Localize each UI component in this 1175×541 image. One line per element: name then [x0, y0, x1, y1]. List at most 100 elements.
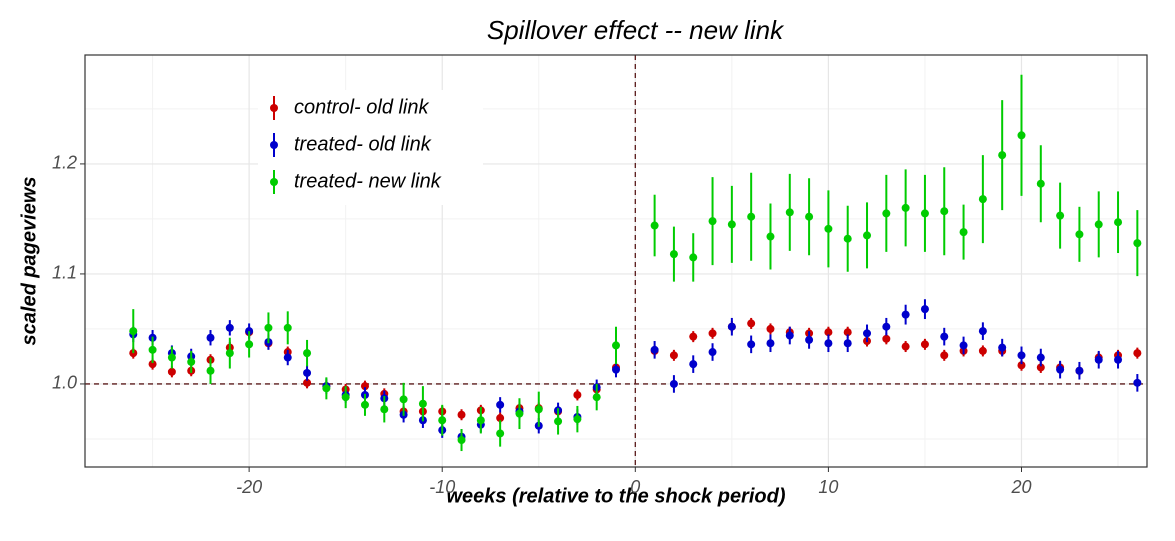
point: [554, 417, 563, 426]
point: [206, 366, 215, 375]
point: [824, 339, 833, 348]
point: [940, 207, 949, 216]
point: [303, 378, 312, 387]
point: [785, 331, 794, 340]
legend-symbol: [270, 178, 278, 186]
point: [283, 353, 292, 362]
point: [1094, 220, 1103, 229]
point: [785, 208, 794, 217]
point: [747, 340, 756, 349]
point: [457, 410, 466, 419]
point: [766, 339, 775, 348]
point: [689, 360, 698, 369]
point: [1056, 211, 1065, 220]
point: [689, 332, 698, 341]
point: [824, 328, 833, 337]
point: [766, 324, 775, 333]
point: [920, 340, 929, 349]
point: [882, 322, 891, 331]
point: [901, 203, 910, 212]
chart-title: Spillover effect -- new link: [487, 15, 785, 45]
point: [399, 395, 408, 404]
point: [708, 348, 717, 357]
point: [1036, 179, 1045, 188]
point: [496, 414, 505, 423]
point: [805, 335, 814, 344]
point: [940, 332, 949, 341]
point: [940, 351, 949, 360]
point: [901, 342, 910, 351]
point: [1036, 353, 1045, 362]
point: [920, 209, 929, 218]
point: [341, 393, 350, 402]
point: [322, 384, 331, 393]
point: [573, 390, 582, 399]
legend-label: control- old link: [294, 96, 430, 118]
point: [824, 224, 833, 233]
point: [148, 345, 157, 354]
point: [592, 393, 601, 402]
x-axis-label: weeks (relative to the shock period): [447, 485, 786, 507]
point: [612, 341, 620, 350]
y-tick-label: 1.0: [52, 373, 77, 393]
point: [805, 212, 814, 221]
point: [225, 323, 234, 332]
point: [303, 368, 312, 377]
point: [708, 217, 717, 226]
point: [978, 346, 987, 355]
point: [187, 357, 196, 366]
point: [669, 379, 678, 388]
point: [843, 234, 852, 243]
point: [1114, 218, 1123, 227]
point: [515, 409, 524, 418]
x-tick-label: -10: [429, 477, 455, 497]
point: [167, 353, 176, 362]
point: [303, 349, 312, 358]
point: [1036, 363, 1045, 372]
legend-label: treated- old link: [294, 133, 432, 155]
point: [959, 228, 968, 237]
legend-symbol: [270, 141, 278, 149]
y-axis-label: scaled pageviews: [18, 177, 40, 346]
point: [843, 328, 852, 337]
plot-border: [84, 54, 1148, 468]
point: [1017, 131, 1026, 140]
point: [1133, 349, 1142, 358]
plot-background: [85, 55, 1147, 467]
point: [167, 367, 176, 376]
legend-symbol: [270, 104, 278, 112]
point: [245, 340, 254, 349]
point: [1075, 230, 1084, 239]
point: [978, 195, 987, 204]
point: [708, 329, 717, 338]
x-tick-label: 10: [818, 477, 838, 497]
point: [920, 305, 929, 314]
point: [1017, 351, 1026, 360]
point: [727, 220, 736, 229]
point: [901, 310, 910, 319]
point: [360, 382, 369, 391]
point: [264, 323, 273, 332]
y-tick-label: 1.1: [52, 263, 77, 283]
point: [476, 416, 485, 425]
point: [843, 339, 852, 348]
x-tick-label: 0: [630, 477, 640, 497]
point: [380, 405, 389, 414]
point: [863, 329, 872, 338]
point: [457, 436, 466, 445]
point: [1094, 355, 1103, 364]
point: [129, 327, 138, 336]
x-tick-label: 20: [1010, 477, 1031, 497]
point: [669, 250, 678, 259]
y-tick-label: 1.2: [52, 153, 77, 173]
point: [418, 399, 427, 408]
point: [882, 334, 891, 343]
point: [998, 343, 1007, 352]
point: [225, 349, 234, 358]
point: [959, 341, 968, 350]
point: [766, 232, 775, 241]
point: [360, 400, 369, 409]
point: [747, 319, 756, 328]
point: [1114, 355, 1123, 364]
point: [650, 345, 659, 354]
